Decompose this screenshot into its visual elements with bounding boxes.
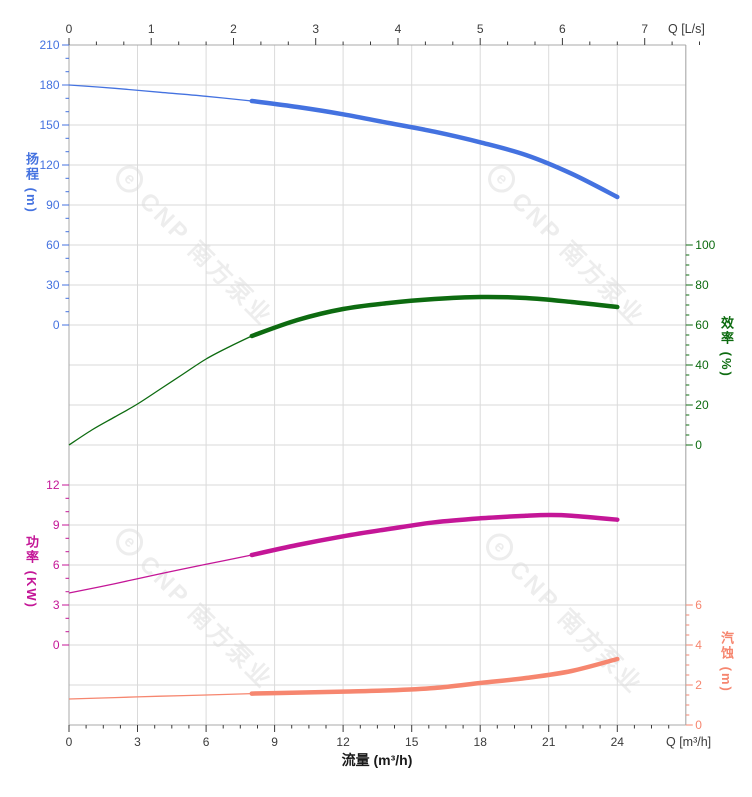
top-axis-tick-label: 7 (641, 22, 648, 36)
bottom-axis-tick-label: 24 (611, 735, 625, 749)
top-axis-unit-label: Q [L/s] (668, 22, 705, 36)
power-axis-tick-label: 12 (46, 478, 60, 492)
efficiency-curve (249, 294, 620, 339)
npsh-axis-tick-label: 4 (695, 638, 702, 652)
bottom-axis-unit-label: Q [m³/h] (666, 735, 711, 749)
efficiency-axis-title: 效率 (%) (719, 316, 734, 378)
head-curve-thin (68, 84, 252, 102)
head-axis-tick-label: 150 (39, 118, 59, 132)
bottom-axis-tick-label: 18 (474, 735, 488, 749)
power-axis-tick-label: 6 (53, 558, 60, 572)
bottom-axis-tick-label: 3 (134, 735, 141, 749)
top-axis-tick-label: 1 (148, 22, 155, 36)
head-curve (249, 98, 620, 200)
head-axis-tick-label: 90 (46, 198, 60, 212)
top-axis-tick-label: 2 (230, 22, 237, 36)
npsh-axis-tick-label: 0 (695, 718, 702, 732)
bottom-axis-tick-label: 12 (336, 735, 350, 749)
efficiency-axis-tick-label: 0 (695, 438, 702, 452)
npsh-curve-thin (68, 692, 252, 700)
bottom-axis-tick-label: 9 (271, 735, 278, 749)
top-axis-tick-label: 5 (477, 22, 484, 36)
top-axis-tick-label: 0 (66, 22, 73, 36)
head-axis-tick-label: 30 (46, 278, 60, 292)
power-axis-tick-label: 0 (53, 638, 60, 652)
head-axis-tick-label: 180 (39, 78, 59, 92)
head-axis-tick-label: 120 (39, 158, 59, 172)
power-curve (249, 512, 620, 558)
bottom-axis-tick-label: 21 (542, 735, 556, 749)
npsh-axis-tick-label: 2 (695, 678, 702, 692)
efficiency-axis-tick-label: 60 (695, 318, 709, 332)
top-axis-tick-label: 3 (312, 22, 319, 36)
efficiency-axis-tick-label: 80 (695, 278, 709, 292)
head-axis-tick-label: 0 (53, 318, 60, 332)
bottom-axis-tick-label: 6 (203, 735, 210, 749)
bottom-axis-tick-label: 15 (405, 735, 419, 749)
head-axis-tick-label: 210 (39, 38, 59, 52)
npsh-axis-title: 汽蚀 (m) (719, 631, 734, 693)
bottom-axis-tick-label: 0 (66, 735, 73, 749)
npsh-axis-tick-label: 6 (695, 598, 702, 612)
top-axis-tick-label: 4 (395, 22, 402, 36)
efficiency-curve-thin (68, 335, 253, 446)
power-axis-tick-label: 9 (53, 518, 60, 532)
head-axis-tick-label: 60 (46, 238, 60, 252)
efficiency-axis-tick-label: 100 (695, 238, 715, 252)
efficiency-axis-tick-label: 40 (695, 358, 709, 372)
flow-axis-title: 流量 (m³/h) (342, 752, 413, 768)
top-axis-tick-label: 6 (559, 22, 566, 36)
npsh-curve (249, 656, 620, 696)
power-axis-tick-label: 3 (53, 598, 60, 612)
power-axis-title: 功率 (KW) (24, 535, 39, 609)
head-axis-title: 扬程 (m) (24, 152, 39, 214)
efficiency-axis-tick-label: 20 (695, 398, 709, 412)
power-curve-thin (68, 554, 252, 594)
